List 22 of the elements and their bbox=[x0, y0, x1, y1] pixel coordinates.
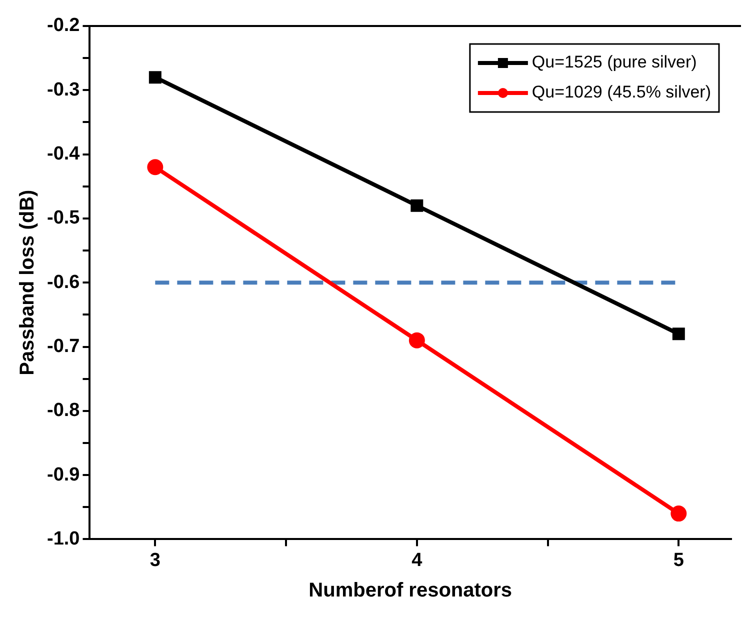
y-tick-label: -0.9 bbox=[46, 464, 80, 486]
point bbox=[670, 506, 687, 522]
legend-label: Qu=1525 (pure silver) bbox=[532, 52, 697, 72]
x-tick-label: 5 bbox=[673, 550, 684, 571]
y-axis-title: Passband loss (dB) bbox=[16, 190, 39, 376]
point bbox=[147, 159, 164, 176]
y-tick-label: -0.7 bbox=[46, 336, 80, 357]
point bbox=[410, 199, 424, 212]
y-tick-label: -0.4 bbox=[46, 144, 80, 165]
x-tick-label: 4 bbox=[412, 550, 423, 571]
point bbox=[408, 332, 425, 348]
x-axis-title: Numberof resonators bbox=[308, 580, 512, 602]
y-tick-label: -0.5 bbox=[46, 208, 80, 229]
legend-label: Qu=1029 (45.5% silver) bbox=[532, 82, 712, 102]
y-tick-label: -0.8 bbox=[46, 400, 80, 422]
y-tick-label: -0.2 bbox=[46, 15, 80, 36]
y-tick-label: -1.0 bbox=[46, 528, 80, 550]
x-tick-label: 3 bbox=[150, 550, 160, 571]
y-tick-label: -0.6 bbox=[46, 272, 80, 293]
point bbox=[672, 328, 685, 340]
y-tick-label: -0.3 bbox=[46, 79, 80, 100]
point bbox=[148, 71, 162, 84]
